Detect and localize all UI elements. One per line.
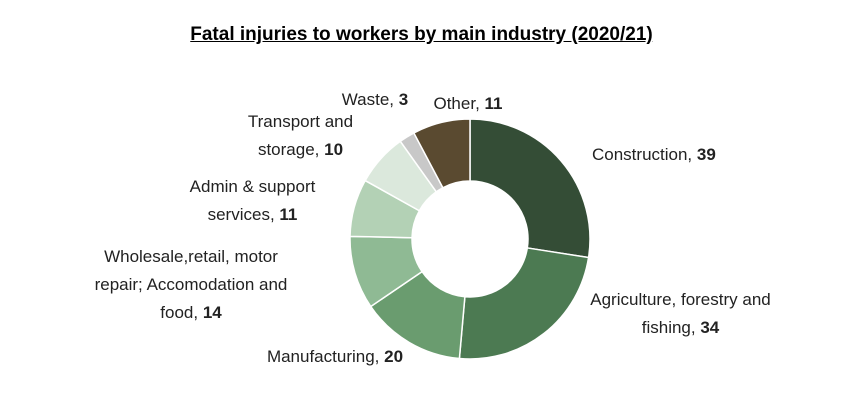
value-label: 20 [384, 347, 404, 366]
slice-label: Manufacturing, 20 [230, 343, 440, 371]
slice-label: Construction, 39 [592, 141, 812, 169]
chart-title: Fatal injuries to workers by main indust… [190, 24, 653, 45]
category-name: Agriculture, forestry and fishing, [590, 290, 771, 337]
value-label: 14 [202, 303, 222, 322]
category-name: Construction, [592, 145, 693, 164]
slice-label: Other, 11 [418, 90, 518, 118]
category-name: Wholesale,retail, motor repair; Accomoda… [94, 247, 288, 322]
value-label: 11 [484, 94, 503, 113]
slice [412, 118, 471, 189]
category-name: Manufacturing, [266, 347, 380, 366]
category-name: Waste, [341, 90, 395, 109]
slice-label: Agriculture, forestry and fishing, 34 [588, 286, 773, 342]
slice-label: Admin & support services, 11 [170, 173, 335, 229]
slice [458, 247, 590, 360]
value-label: 10 [324, 140, 344, 159]
slice-label: Transport and storage, 10 [228, 108, 373, 164]
category-name: Admin & support services, [189, 177, 316, 224]
value-label: 39 [696, 145, 716, 164]
category-name: Transport and storage, [247, 112, 354, 159]
slice-label: Waste, 3 [330, 86, 420, 114]
category-name: Other, [433, 94, 480, 113]
value-label: 34 [700, 318, 720, 337]
slice-label: Wholesale,retail, motor repair; Accomoda… [82, 243, 300, 327]
slice [469, 118, 591, 259]
value-label: 11 [279, 205, 298, 224]
value-label: 3 [398, 90, 409, 109]
